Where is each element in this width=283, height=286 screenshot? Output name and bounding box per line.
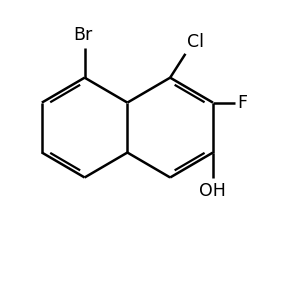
Text: Cl: Cl — [187, 33, 204, 51]
Text: Br: Br — [74, 26, 93, 44]
Text: OH: OH — [200, 182, 226, 200]
Text: F: F — [237, 94, 247, 112]
